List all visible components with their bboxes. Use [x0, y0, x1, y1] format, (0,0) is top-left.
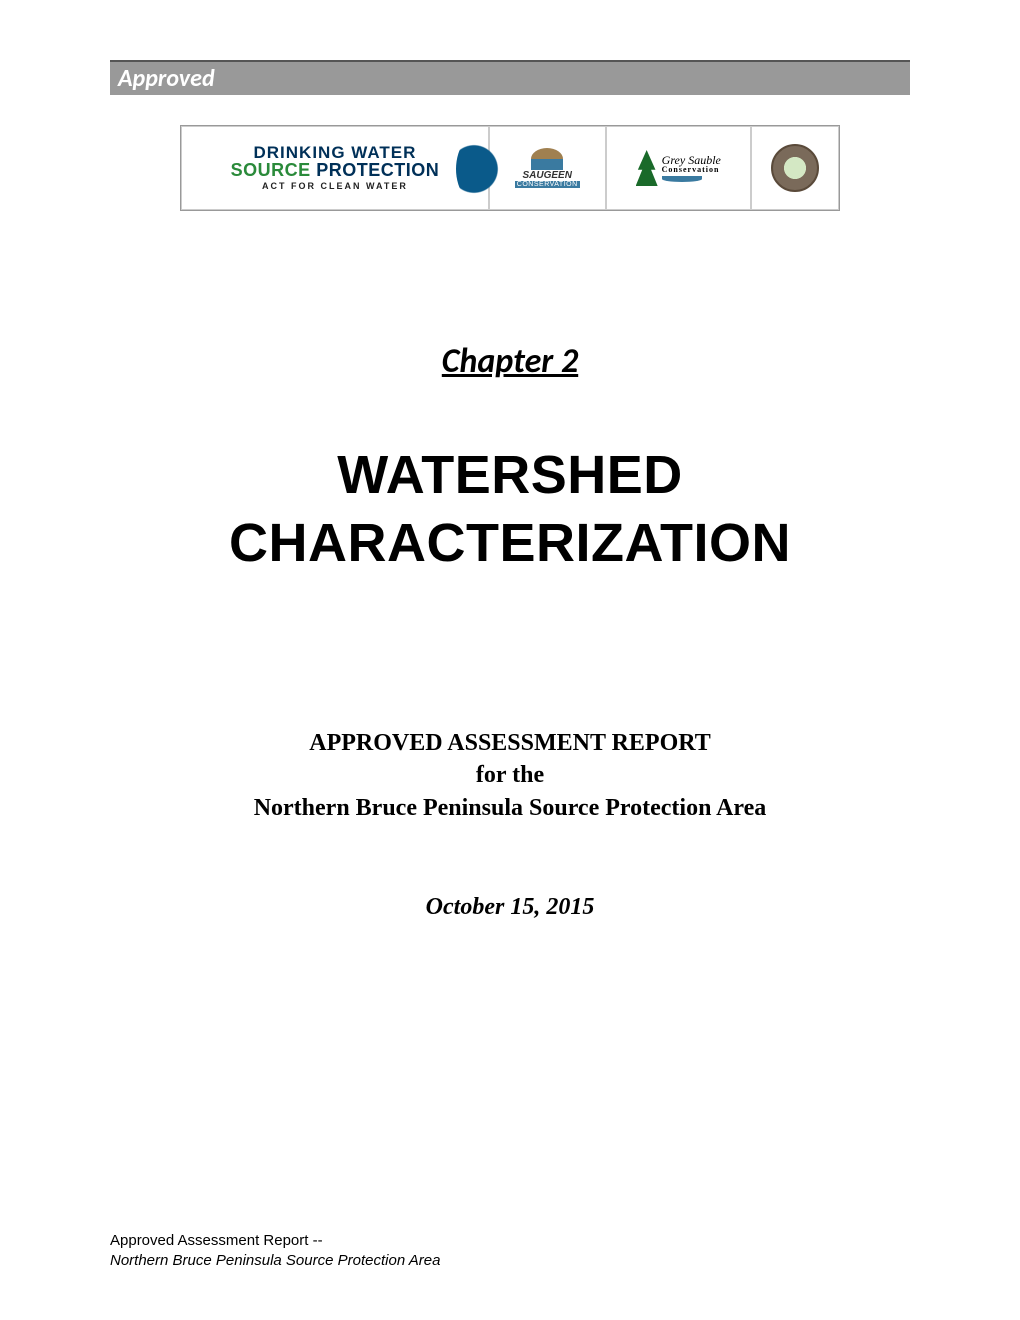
dwsp-protection: PROTECTION — [311, 160, 440, 180]
footer-line2: Northern Bruce Peninsula Source Protecti… — [110, 1251, 440, 1271]
subtitle-line1: APPROVED ASSESSMENT REPORT — [110, 727, 910, 759]
chapter-label: Chapter 2 — [110, 341, 910, 382]
subtitle-line3: Northern Bruce Peninsula Source Protecti… — [110, 792, 910, 824]
logo-drinking-water-source-protection: DRINKING WATER SOURCE PROTECTION ACT FOR… — [181, 126, 489, 210]
logo-grey-sauble-conservation: Grey Sauble Conservation — [606, 126, 751, 210]
saugeen-sub: CONSERVATION — [515, 181, 580, 188]
saugeen-name: SAUGEEN — [523, 170, 572, 181]
saugeen-icon — [531, 148, 563, 170]
nbp-seal-icon — [771, 144, 819, 192]
footer-line1: Approved Assessment Report -- — [110, 1231, 440, 1251]
subtitle-block: APPROVED ASSESSMENT REPORT for the North… — [110, 727, 910, 824]
dwsp-tagline: ACT FOR CLEAN WATER — [262, 181, 408, 191]
dwsp-line2: SOURCE PROTECTION — [231, 162, 440, 179]
grey-text: Grey Sauble Conservation — [662, 154, 721, 182]
approved-label: Approved — [118, 64, 215, 93]
dwsp-source: SOURCE — [231, 160, 311, 180]
logo-northern-bruce-peninsula — [751, 126, 839, 210]
grey-line2: Conservation — [662, 166, 721, 174]
date: October 15, 2015 — [110, 894, 910, 921]
dwsp-curve-icon — [456, 129, 516, 209]
main-title: WATERSHED CHARACTERIZATION — [110, 442, 910, 577]
tree-icon — [636, 150, 658, 186]
footer: Approved Assessment Report -- Northern B… — [110, 1231, 440, 1270]
subtitle-line2: for the — [110, 759, 910, 791]
logo-bar: DRINKING WATER SOURCE PROTECTION ACT FOR… — [180, 125, 840, 211]
title-line2: CHARACTERIZATION — [110, 510, 910, 578]
wave-icon — [662, 176, 702, 182]
title-line1: WATERSHED — [110, 442, 910, 510]
approved-banner: Approved — [110, 60, 910, 95]
